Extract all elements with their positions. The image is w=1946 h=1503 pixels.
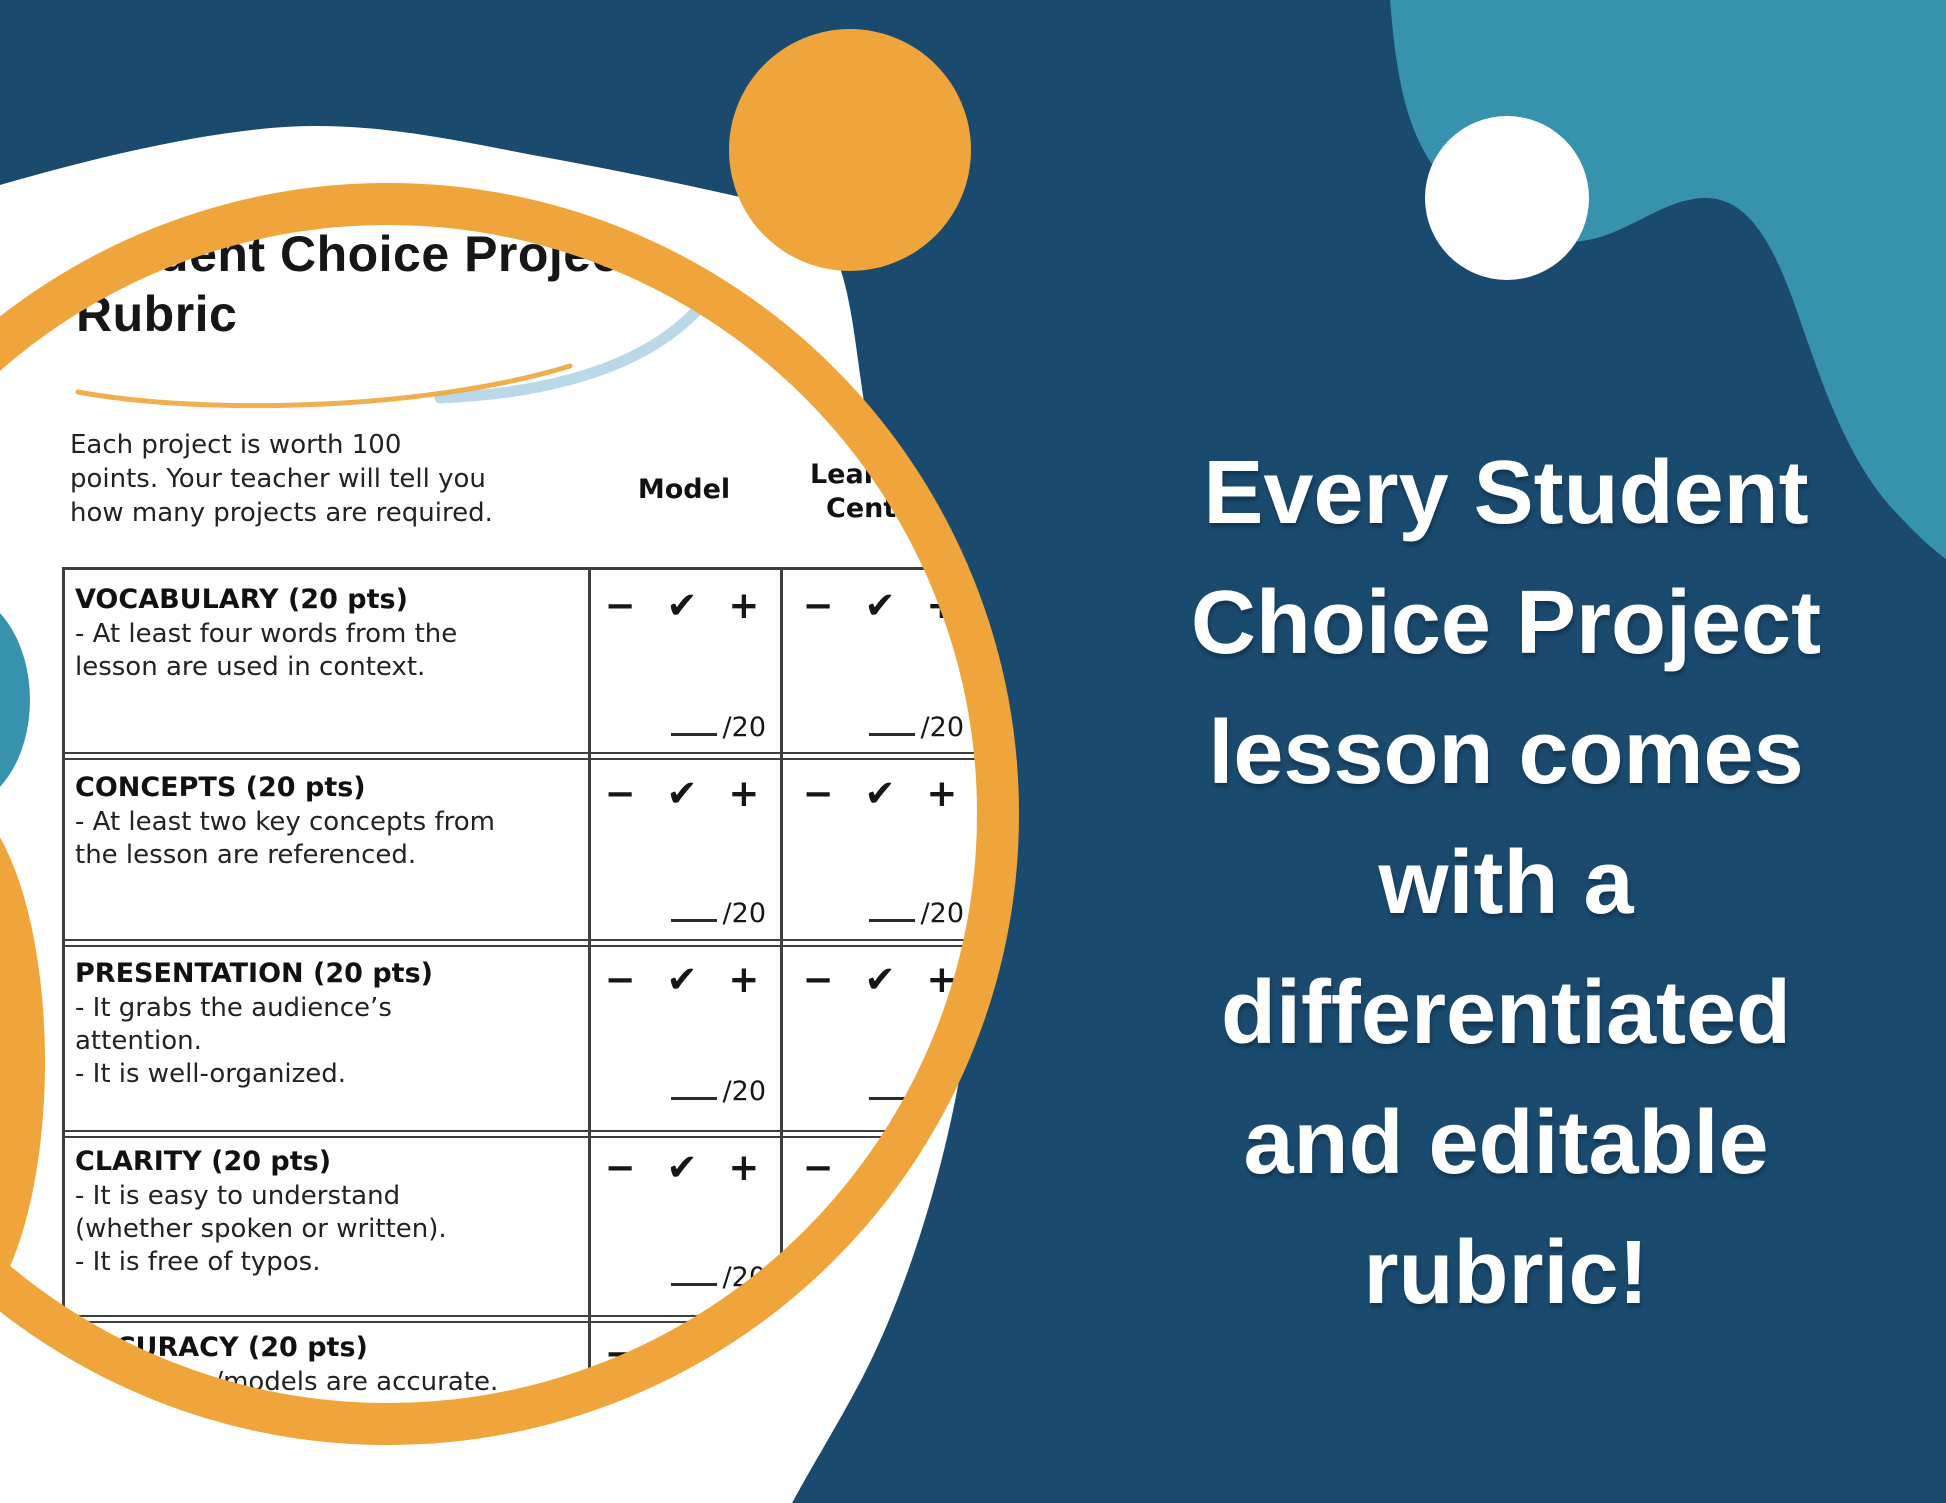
headline-line: rubric! — [1363, 1223, 1649, 1323]
criterion-title: CONCEPTS (20 pts) — [75, 772, 366, 803]
score-denominator: /20 — [722, 898, 766, 929]
table-border — [62, 1130, 978, 1138]
score-symbols-learning-center: − ✔ + — [802, 958, 958, 1001]
blue-swoosh — [434, 286, 718, 404]
headline-line: with a — [1378, 833, 1634, 933]
column-header-model: Model — [637, 474, 731, 505]
table-row-criteria: PRESENTATION (20 pts) - It grabs the aud… — [75, 956, 580, 1091]
table-border — [588, 567, 591, 1403]
score-blank-learning-center: /20 — [792, 898, 964, 929]
score-underline — [670, 914, 717, 922]
criterion-title: CLARITY (20 pts) — [75, 1146, 332, 1177]
score-underline — [670, 728, 717, 736]
score-denominator: /20 — [722, 1076, 766, 1107]
table-border — [62, 939, 978, 947]
orange-swoosh — [75, 363, 573, 409]
criterion-details: - It grabs the audience’s attention. - I… — [75, 993, 392, 1089]
score-denominator: /20 — [920, 712, 964, 743]
score-denominator: /20 — [920, 898, 964, 929]
score-underline — [670, 1092, 717, 1100]
score-underline — [670, 1278, 717, 1286]
score-symbols-model: − ✔ + — [604, 584, 760, 627]
headline-line: lesson comes — [1208, 703, 1804, 803]
headline-line: differentiated — [1220, 963, 1792, 1063]
criterion-title: VOCABULARY (20 pts) — [75, 584, 408, 615]
score-symbols-model: − ✔ + — [604, 958, 760, 1001]
score-symbols-model: − ✔ + — [604, 1146, 760, 1189]
score-underline — [868, 914, 915, 922]
headline-line: Choice Project — [1190, 573, 1822, 673]
score-blank-model: /20 — [594, 712, 766, 743]
score-symbols-learning-center: − ✔ + — [802, 772, 958, 815]
table-border — [62, 567, 978, 570]
criterion-details: - At least four words from the lesson ar… — [75, 619, 458, 682]
criterion-title: PRESENTATION (20 pts) — [75, 958, 434, 989]
headline-line: Every Student — [1203, 443, 1809, 543]
table-border — [62, 752, 978, 760]
score-blank-learning-center: /20 — [792, 712, 964, 743]
table-row-criteria: VOCABULARY (20 pts) - At least four word… — [75, 582, 580, 684]
score-underline — [868, 728, 915, 736]
score-symbols-model: − ✔ + — [604, 772, 760, 815]
table-row-criteria: CONCEPTS (20 pts) - At least two key con… — [75, 770, 580, 872]
score-blank-model: /20 — [594, 898, 766, 929]
rubric-intro: Each project is worth 100 points. Your t… — [70, 430, 493, 528]
white-dot-decoration — [1425, 116, 1589, 280]
score-denominator: /20 — [722, 712, 766, 743]
criterion-details: - It is easy to understand (whether spok… — [75, 1181, 447, 1277]
headline-line: and editable — [1243, 1093, 1769, 1193]
table-border — [62, 567, 65, 1367]
orange-circle-decoration — [729, 29, 971, 271]
headline-text: Every Student Choice Project lesson come… — [1118, 428, 1894, 1338]
score-blank-model: /20 — [594, 1076, 766, 1107]
table-row-criteria: CLARITY (20 pts) - It is easy to underst… — [75, 1144, 580, 1279]
table-border — [780, 567, 783, 1257]
criterion-details: - At least two key concepts from the les… — [75, 807, 495, 870]
